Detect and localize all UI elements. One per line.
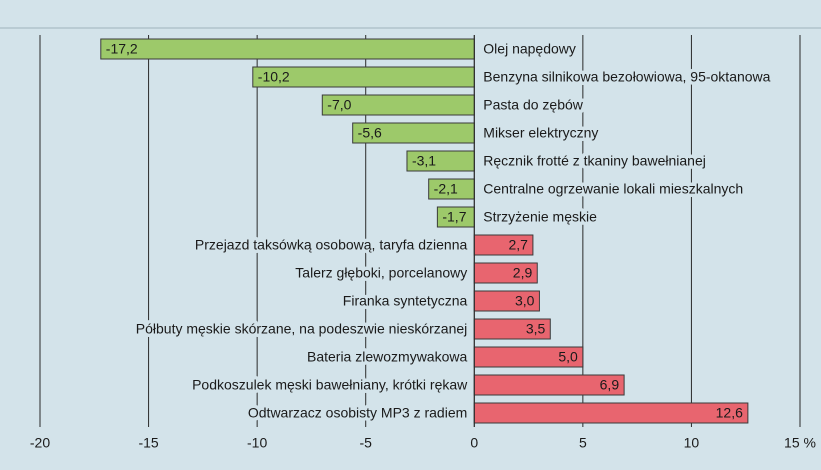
- value-label: 2,9: [513, 265, 533, 281]
- category-label: Mikser elektryczny: [483, 125, 598, 141]
- value-label: 2,7: [508, 237, 528, 253]
- x-tick-label: -10: [247, 435, 267, 451]
- value-label: -3,1: [412, 153, 436, 169]
- category-label: Pasta do zębów: [483, 97, 584, 113]
- bar: [473, 402, 749, 424]
- x-tick-label: 10: [684, 435, 700, 451]
- value-label: -2,1: [434, 181, 458, 197]
- category-label: Talerz głęboki, porcelanowy: [295, 265, 467, 281]
- category-label: Odtwarzacz osobisty MP3 z radiem: [248, 405, 467, 421]
- value-label: -1,7: [442, 209, 466, 225]
- x-tick-label: 0: [470, 435, 478, 451]
- value-label: 3,5: [526, 321, 546, 337]
- value-label: 5,0: [558, 349, 578, 365]
- value-label: 12,6: [716, 405, 743, 421]
- category-label: Benzyna silnikowa bezołowiowa, 95-oktano…: [483, 69, 770, 85]
- category-label: Strzyżenie męskie: [483, 209, 597, 225]
- category-label: Firanka syntetyczna: [343, 293, 468, 309]
- value-label: -10,2: [258, 69, 290, 85]
- x-tick-label: -20: [30, 435, 50, 451]
- x-tick-label: -15: [138, 435, 158, 451]
- x-tick-label: 5: [579, 435, 587, 451]
- category-label: Centralne ogrzewanie lokali mieszkalnych: [483, 181, 743, 197]
- x-tick-label: -5: [359, 435, 372, 451]
- value-label: 3,0: [515, 293, 535, 309]
- category-label: Półbuty męskie skórzane, na podeszwie ni…: [136, 321, 468, 337]
- value-label: -17,2: [106, 41, 138, 57]
- category-label: Podkoszulek męski bawełniany, krótki ręk…: [192, 377, 468, 393]
- category-label: Przejazd taksówką osobową, taryfa dzienn…: [195, 237, 468, 253]
- value-label: -5,6: [358, 125, 382, 141]
- value-label: 6,9: [600, 377, 620, 393]
- bar: [100, 38, 475, 60]
- x-tick-label: 15 %: [784, 435, 816, 451]
- category-label: Ręcznik frotté z tkaniny bawełnianej: [483, 153, 706, 169]
- category-label: Olej napędowy: [483, 41, 576, 57]
- category-label: Bateria zlewozmywakowa: [307, 349, 467, 365]
- value-label: -7,0: [327, 97, 351, 113]
